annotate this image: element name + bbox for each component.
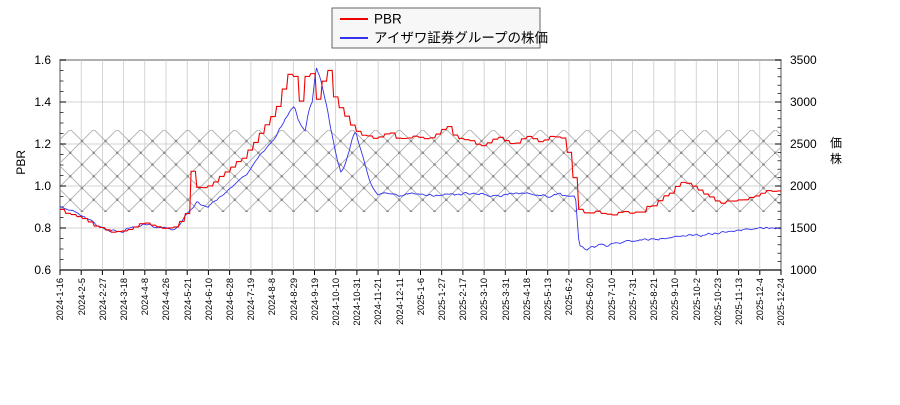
svg-text:価: 価 — [830, 136, 842, 150]
svg-text:0.8: 0.8 — [34, 221, 51, 235]
svg-text:PBR: PBR — [374, 12, 402, 27]
svg-text:1.2: 1.2 — [34, 137, 51, 151]
svg-text:1.6: 1.6 — [34, 53, 51, 67]
svg-text:株: 株 — [830, 151, 842, 166]
svg-text:0.6: 0.6 — [34, 263, 51, 277]
svg-text:2000: 2000 — [790, 179, 817, 193]
svg-text:アイザワ証券グループの株価: アイザワ証券グループの株価 — [374, 31, 548, 46]
svg-text:1.0: 1.0 — [34, 179, 51, 193]
svg-text:3500: 3500 — [790, 53, 817, 67]
svg-text:2500: 2500 — [790, 137, 817, 151]
svg-text:1.4: 1.4 — [34, 95, 51, 109]
svg-text:1000: 1000 — [790, 263, 817, 277]
svg-text:3000: 3000 — [790, 95, 817, 109]
svg-text:1500: 1500 — [790, 221, 817, 235]
